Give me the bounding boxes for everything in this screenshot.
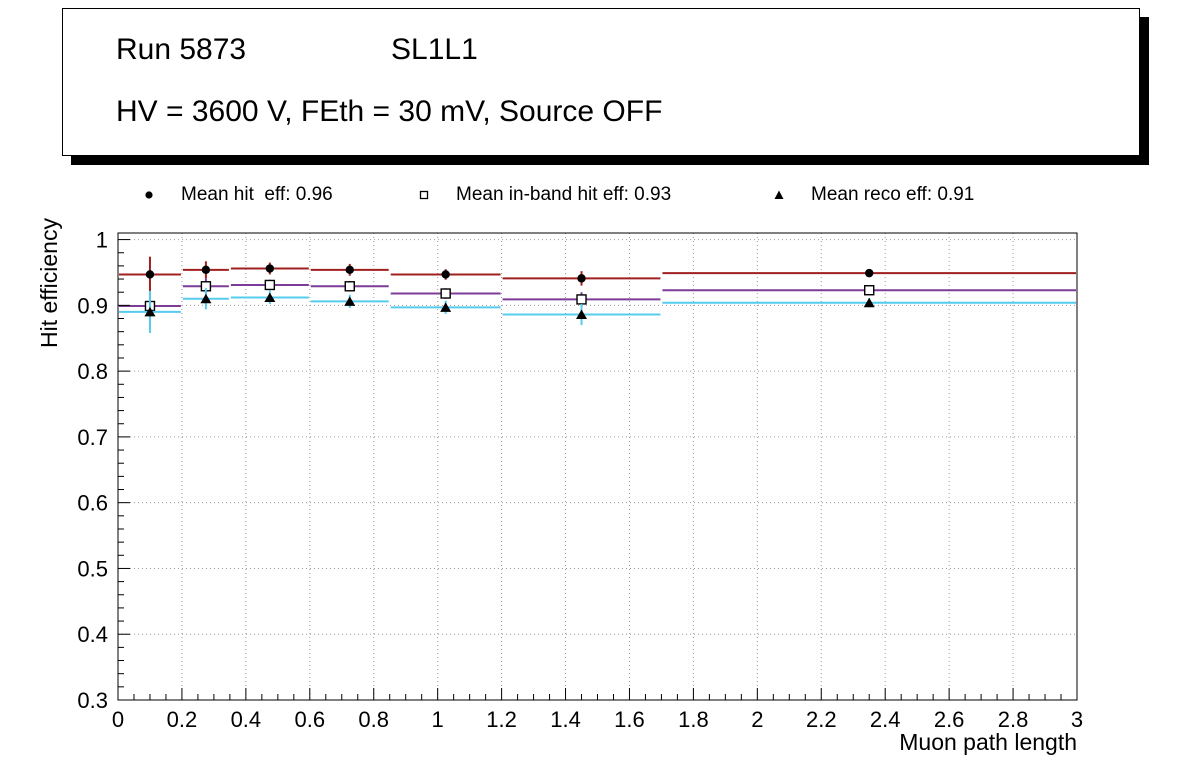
axis-ticks — [117, 239, 1078, 701]
x-tick-label: 1.4 — [550, 707, 581, 732]
data-marker — [344, 296, 356, 306]
data-marker — [576, 294, 587, 305]
y-axis-title: Hit efficiency — [36, 218, 62, 348]
series-mean-reco-eff — [119, 288, 1076, 333]
data-marker — [201, 265, 211, 275]
conditions-label: HV = 3600 V, FEth = 30 mV, Source OFF — [116, 95, 663, 128]
data-marker — [863, 297, 875, 308]
y-tick-label: 0.3 — [77, 688, 108, 713]
x-tick-label: 0 — [112, 707, 124, 732]
data-marker — [577, 274, 586, 283]
x-tick-label: 2.2 — [806, 707, 837, 732]
x-tick-label: 2.4 — [870, 707, 901, 732]
x-axis-title: Muon path length — [899, 729, 1077, 755]
open-square-icon — [419, 190, 429, 200]
x-tick-label: 2.6 — [934, 707, 965, 732]
data-marker — [344, 281, 355, 292]
x-tick-label: 0.6 — [295, 707, 326, 732]
y-tick-label: 0.9 — [77, 293, 108, 318]
data-marker — [264, 292, 276, 302]
data-marker — [864, 285, 875, 296]
data-marker — [264, 279, 276, 291]
run-label: Run 5873 — [116, 33, 247, 66]
x-tick-label: 1.2 — [486, 707, 517, 732]
x-tick-label: 0.2 — [167, 707, 198, 732]
y-tick-label: 0.4 — [77, 622, 108, 647]
data-marker — [441, 270, 450, 279]
filled-circle-icon — [145, 191, 153, 199]
x-tick-label: 1.6 — [614, 707, 645, 732]
legend-label: Mean in-band hit eff: 0.93 — [456, 184, 672, 205]
data-marker — [265, 264, 275, 273]
data-marker — [440, 302, 452, 312]
data-marker — [144, 306, 156, 317]
legend-label: Mean hit eff: 0.96 — [181, 184, 333, 205]
data-marker — [576, 309, 588, 320]
y-tick-label: 0.8 — [77, 359, 108, 384]
data-marker — [145, 270, 155, 279]
data-marker — [200, 293, 212, 304]
legend-entry-inband-eff: Mean in-band hit eff: 0.93 — [418, 184, 671, 206]
legend-entry-reco-eff: Mean reco eff: 0.91 — [773, 184, 974, 206]
series-mean-hit-eff — [119, 256, 1076, 293]
layer-label: SL1L1 — [391, 33, 478, 66]
x-tick-label: 0.8 — [358, 707, 389, 732]
filled-triangle-icon — [774, 190, 784, 199]
y-tick-label: 0.7 — [77, 425, 108, 450]
data-marker — [345, 265, 354, 275]
y-tick-label: 1 — [96, 228, 108, 253]
x-tick-label: 0.4 — [231, 707, 262, 732]
data-marker — [865, 268, 874, 278]
x-tick-label: 2.8 — [998, 707, 1029, 732]
y-tick-label: 0.5 — [77, 556, 108, 581]
axis-tick-labels: 0 0.2 0.4 0.6 0.8 1 1.2 1.4 1.6 1.8 2 2.2 2.4 2.6 2.8 3… — [77, 228, 1083, 732]
legend-label: Mean reco eff: 0.91 — [811, 184, 975, 205]
x-tick-label: 2 — [751, 707, 763, 732]
x-tick-label: 1 — [432, 707, 444, 732]
title-box: Run 5873 SL1L1 HV = 3600 V, FEth = 30 mV… — [62, 8, 1140, 156]
legend-entry-hit-eff: Mean hit eff: 0.96 — [143, 184, 333, 206]
data-marker — [440, 288, 451, 299]
y-tick-label: 0.6 — [77, 491, 108, 516]
x-tick-label: 3 — [1071, 707, 1083, 732]
x-tick-label: 1.8 — [678, 707, 709, 732]
